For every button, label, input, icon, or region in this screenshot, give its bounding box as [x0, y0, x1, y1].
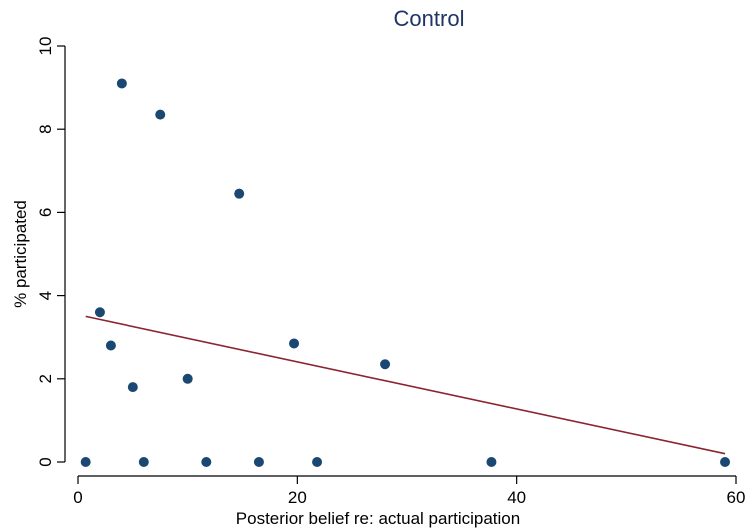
y-tick-label: 0: [36, 457, 55, 466]
chart-title: Control: [394, 6, 465, 31]
y-tick-label: 4: [36, 291, 55, 300]
data-point: [94, 307, 105, 318]
x-tick-label: 40: [507, 488, 526, 507]
data-point: [127, 382, 138, 393]
y-tick-label: 10: [36, 37, 55, 56]
data-point: [105, 340, 116, 351]
x-tick-label: 0: [73, 488, 82, 507]
data-point: [155, 109, 166, 120]
fit-line-layer: [85, 315, 726, 455]
data-point: [253, 457, 264, 467]
axes: 0 2 4 6 8 10 0 20 40 60: [36, 37, 745, 507]
data-points: [80, 78, 731, 467]
x-tick-label: 60: [727, 488, 746, 507]
data-point: [486, 457, 497, 467]
fit-line: [85, 315, 726, 455]
data-point: [138, 457, 149, 467]
data-point: [289, 338, 300, 349]
data-point: [380, 359, 391, 370]
x-tick-label: 20: [288, 488, 307, 507]
y-tick-label: 8: [36, 124, 55, 133]
data-point: [201, 457, 212, 467]
y-tick-label: 6: [36, 208, 55, 217]
data-point: [312, 457, 323, 467]
data-point: [182, 373, 193, 384]
data-point: [116, 78, 127, 89]
data-point: [720, 457, 731, 467]
data-point: [234, 188, 245, 199]
data-point: [80, 457, 91, 467]
y-axis-title: % participated: [11, 200, 30, 308]
x-axis-title: Posterior belief re: actual participatio…: [236, 509, 520, 528]
y-tick-label: 2: [36, 374, 55, 383]
